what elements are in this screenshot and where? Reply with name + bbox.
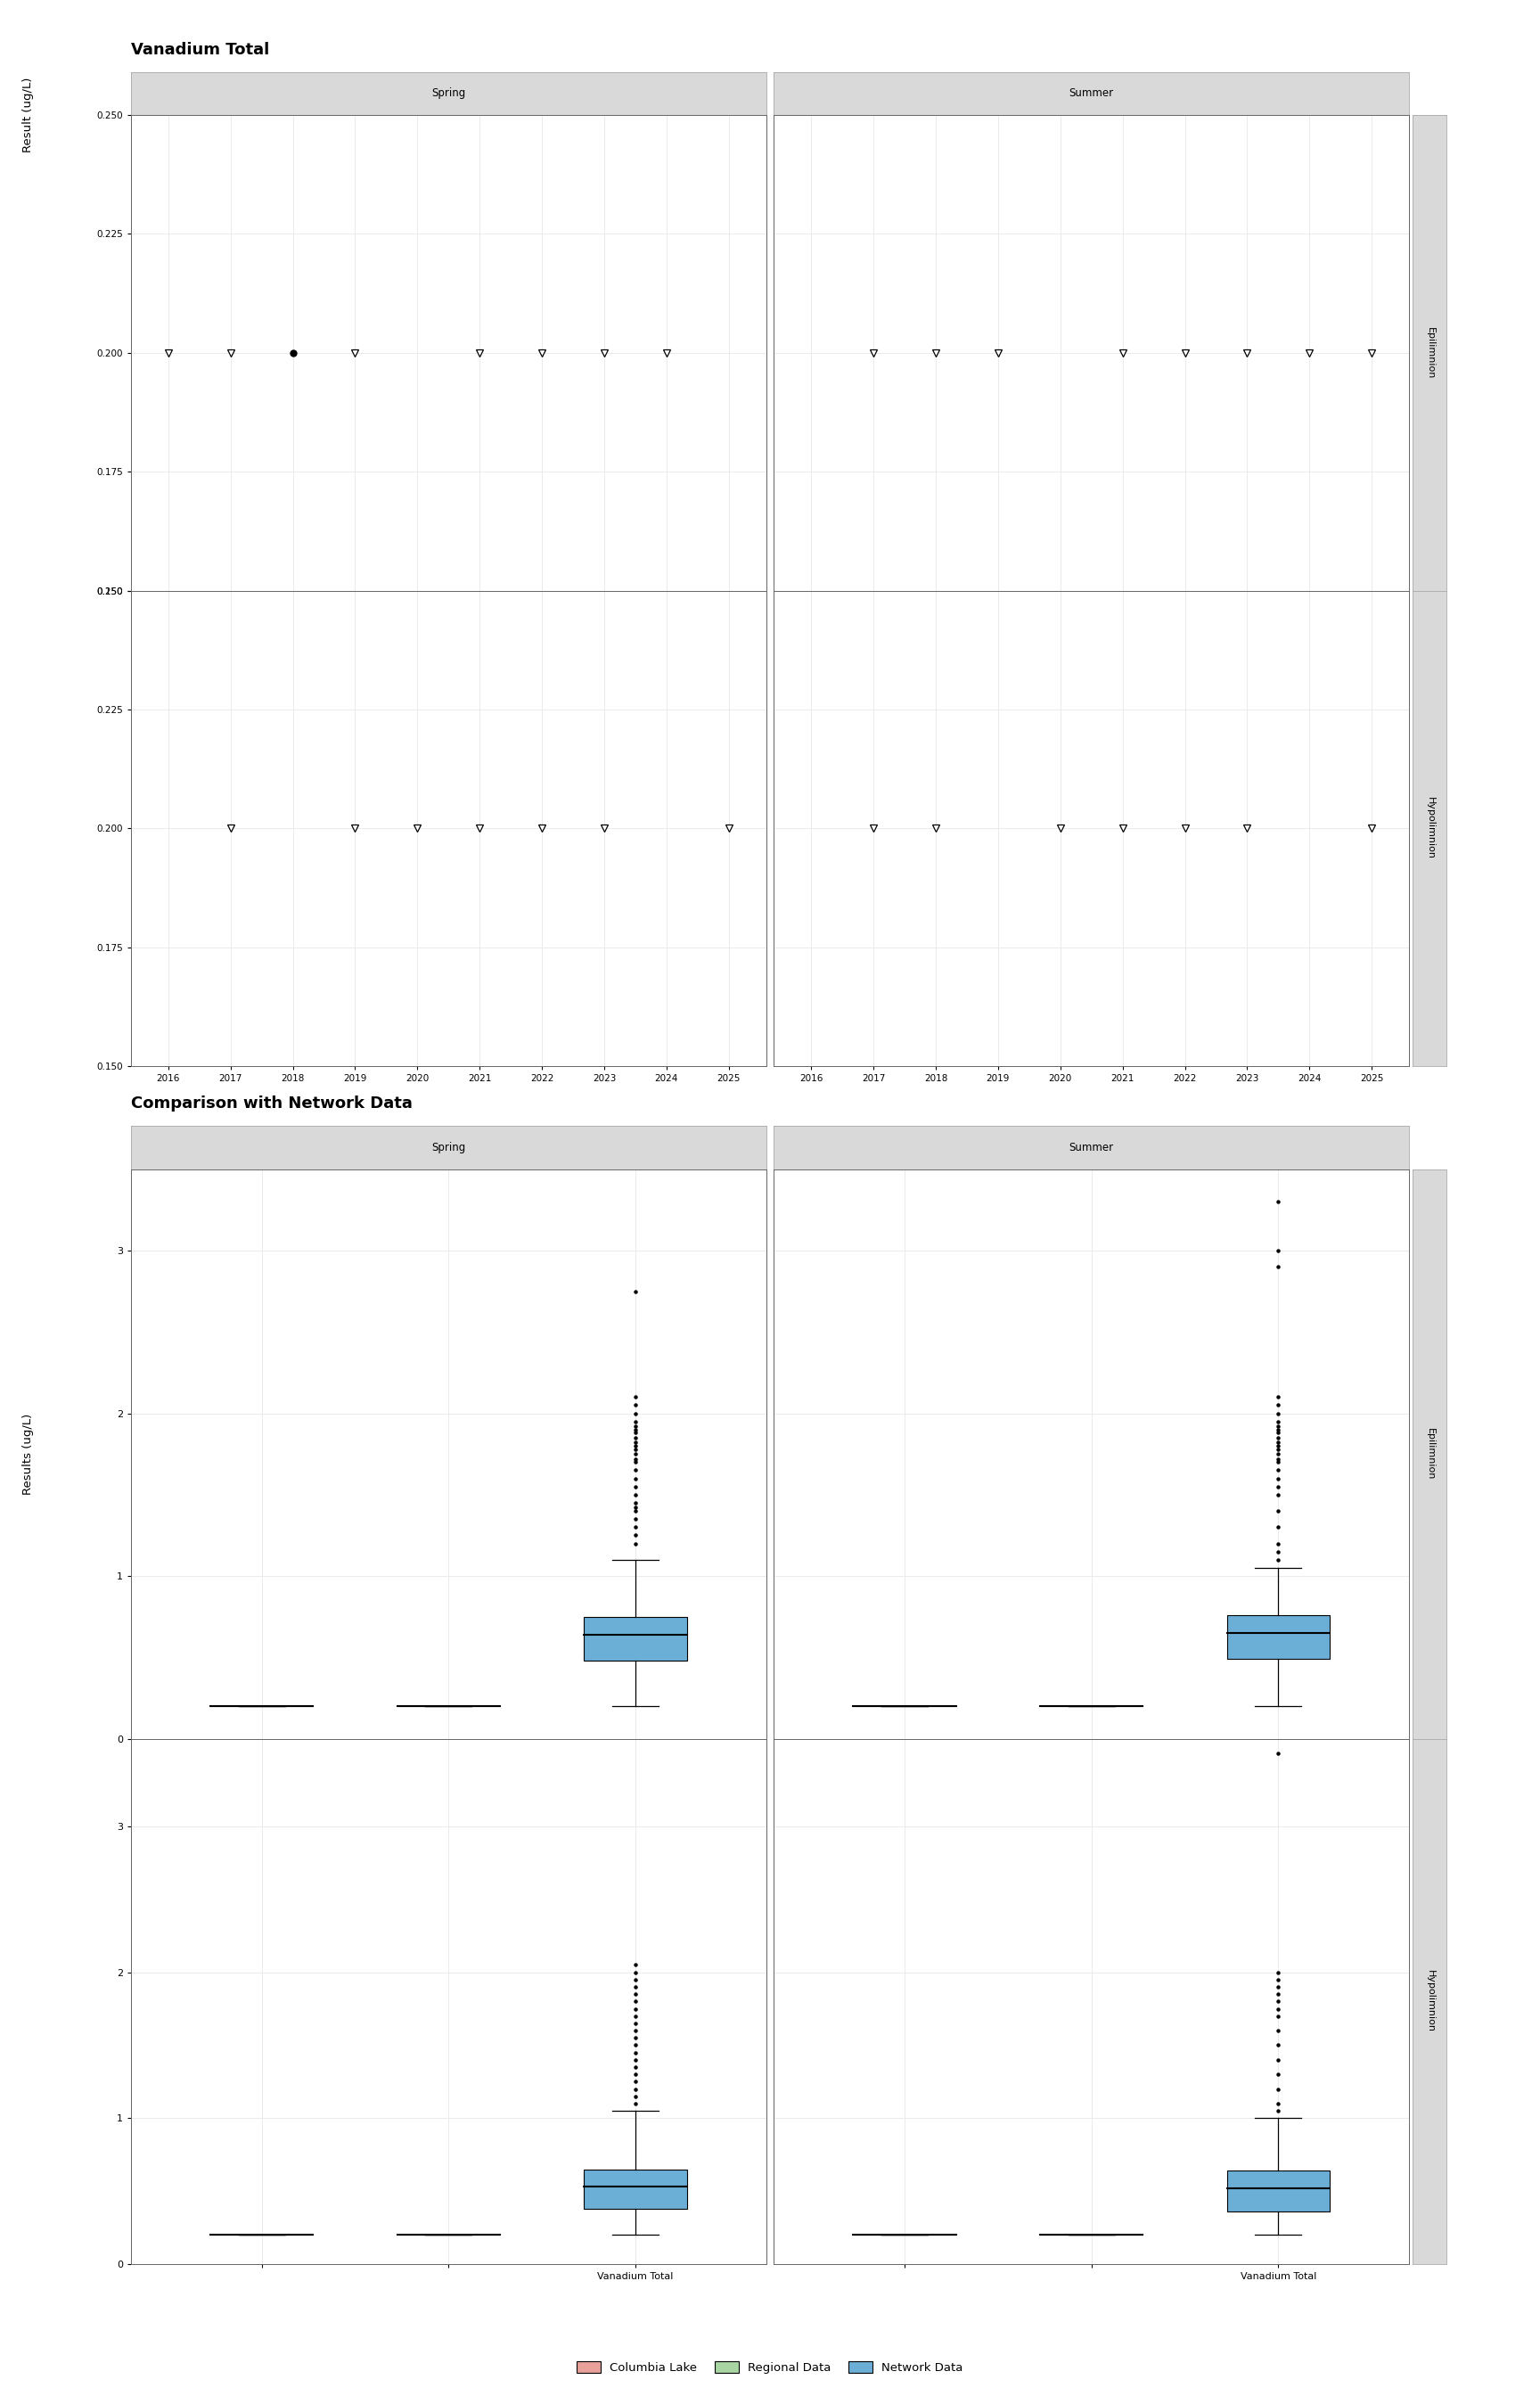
Bar: [584, 1617, 687, 1660]
Bar: [1227, 1615, 1329, 1658]
Text: Results (ug/L): Results (ug/L): [22, 1414, 34, 1495]
Bar: [1227, 2171, 1329, 2212]
Text: Hypolimnion: Hypolimnion: [1426, 798, 1434, 860]
Text: Spring: Spring: [431, 1143, 465, 1152]
Legend: Columbia Lake, Regional Data, Network Data: Columbia Lake, Regional Data, Network Da…: [573, 2355, 967, 2379]
Text: Epilimnion: Epilimnion: [1426, 1428, 1434, 1481]
Text: Summer: Summer: [1069, 89, 1113, 98]
Text: Result (ug/L): Result (ug/L): [22, 77, 34, 153]
Text: Spring: Spring: [431, 89, 465, 98]
Text: Comparison with Network Data: Comparison with Network Data: [131, 1095, 413, 1112]
Text: Epilimnion: Epilimnion: [1426, 326, 1434, 379]
Text: Summer: Summer: [1069, 1143, 1113, 1152]
Text: Vanadium Total: Vanadium Total: [131, 41, 270, 58]
Text: Hypolimnion: Hypolimnion: [1426, 1970, 1434, 2032]
Bar: [584, 2168, 687, 2209]
